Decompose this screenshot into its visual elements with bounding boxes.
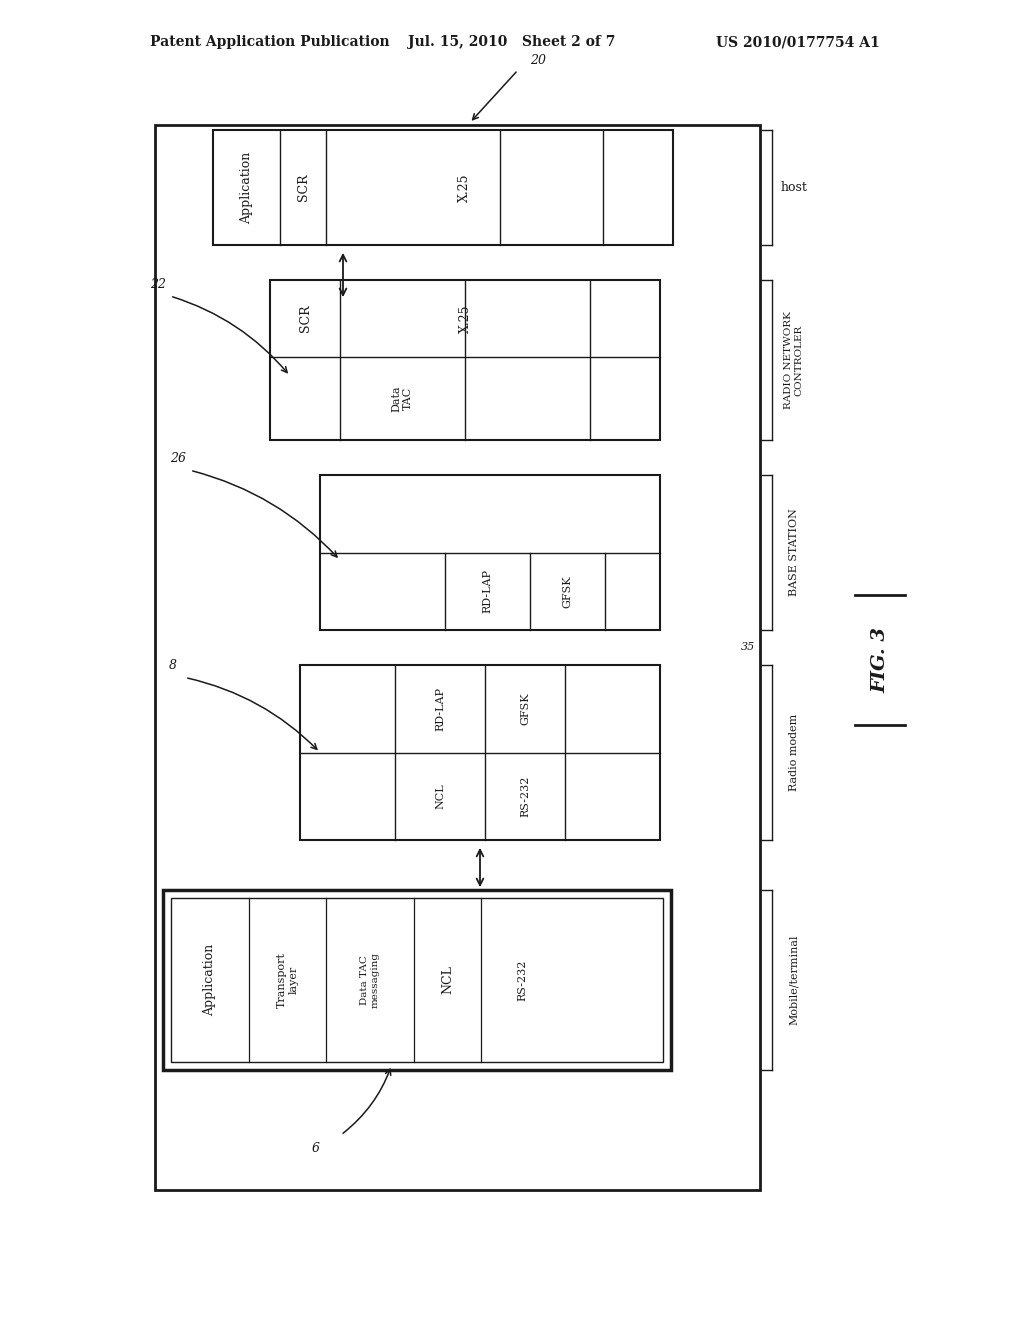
Text: 35: 35: [740, 643, 755, 652]
Text: RS-232: RS-232: [520, 776, 530, 817]
Text: NCL: NCL: [441, 965, 454, 994]
Text: NCL: NCL: [435, 784, 445, 809]
Text: SCR: SCR: [299, 305, 311, 333]
Text: Application: Application: [204, 944, 216, 1016]
Bar: [171, 898, 663, 1063]
Text: 20: 20: [530, 54, 546, 66]
Text: GFSK: GFSK: [520, 693, 530, 725]
Text: Transport
layer: Transport layer: [276, 952, 298, 1008]
Text: BASE STATION: BASE STATION: [790, 508, 799, 597]
Text: RD-LAP: RD-LAP: [435, 686, 445, 731]
Bar: [155, 125, 760, 1191]
Text: FIG. 3: FIG. 3: [871, 627, 889, 693]
Text: 8: 8: [169, 659, 177, 672]
Text: Patent Application Publication: Patent Application Publication: [150, 36, 389, 49]
Text: 22: 22: [150, 277, 166, 290]
Bar: [300, 665, 660, 840]
Text: host: host: [780, 181, 808, 194]
Bar: [319, 475, 660, 630]
Text: Data
TAC: Data TAC: [392, 385, 414, 412]
Text: RADIO NETWORK
CONTROLER: RADIO NETWORK CONTROLER: [784, 312, 804, 409]
Bar: [270, 280, 660, 440]
Text: X.25: X.25: [459, 304, 471, 333]
Text: RS-232: RS-232: [517, 960, 527, 1001]
Text: 6: 6: [311, 1142, 319, 1155]
Text: Radio modem: Radio modem: [790, 714, 799, 791]
Text: Jul. 15, 2010   Sheet 2 of 7: Jul. 15, 2010 Sheet 2 of 7: [409, 36, 615, 49]
Text: Mobile/terminal: Mobile/terminal: [790, 935, 799, 1026]
Text: Application: Application: [240, 152, 253, 223]
Bar: [163, 890, 671, 1071]
Text: Data TAC
messaging: Data TAC messaging: [360, 952, 380, 1008]
Bar: [213, 129, 673, 246]
Text: US 2010/0177754 A1: US 2010/0177754 A1: [716, 36, 880, 49]
Text: 26: 26: [170, 451, 186, 465]
Text: RD-LAP: RD-LAP: [482, 569, 493, 614]
Text: SCR: SCR: [297, 174, 309, 202]
Text: GFSK: GFSK: [562, 576, 572, 607]
Text: X.25: X.25: [458, 173, 471, 202]
